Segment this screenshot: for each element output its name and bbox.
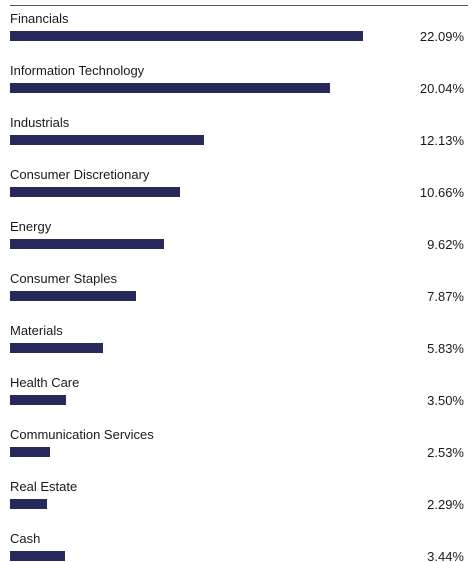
bar-row: Health Care 3.50% [10, 375, 464, 408]
category-label: Consumer Staples [10, 271, 117, 286]
category-label: Materials [10, 323, 63, 338]
bar [10, 447, 50, 457]
value-label: 9.62% [427, 237, 464, 252]
value-label: 7.87% [427, 289, 464, 304]
bar [10, 291, 136, 301]
bar [10, 343, 103, 353]
bar-row: Information Technology 20.04% [10, 63, 464, 96]
value-label: 2.53% [427, 445, 464, 460]
category-label: Information Technology [10, 63, 145, 78]
category-label: Industrials [10, 115, 70, 130]
bar-row: Energy 9.62% [10, 219, 464, 252]
bar [10, 83, 330, 93]
bar [10, 499, 47, 509]
value-label: 12.13% [420, 133, 465, 148]
value-label: 20.04% [420, 81, 465, 96]
bar [10, 187, 180, 197]
bar-row: Real Estate 2.29% [10, 479, 464, 512]
value-label: 10.66% [420, 185, 465, 200]
bar-row: Cash 3.44% [10, 531, 464, 562]
bar [10, 551, 65, 561]
bar-row: Consumer Staples 7.87% [10, 271, 464, 304]
category-label: Health Care [10, 375, 79, 390]
value-label: 3.50% [427, 393, 464, 408]
bar-row: Financials 22.09% [10, 11, 464, 44]
bar [10, 395, 66, 405]
value-label: 2.29% [427, 497, 464, 512]
category-label: Financials [10, 11, 69, 26]
category-label: Consumer Discretionary [10, 167, 150, 182]
bar [10, 135, 204, 145]
category-label: Energy [10, 219, 52, 234]
category-label: Communication Services [10, 427, 154, 442]
value-label: 3.44% [427, 549, 464, 562]
bar-row: Materials 5.83% [10, 323, 464, 356]
bar-row: Consumer Discretionary 10.66% [10, 167, 464, 200]
chart-rows: Financials 22.09% Information Technology 20… [10, 11, 464, 562]
bar-row: Communication Services 2.53% [10, 427, 464, 460]
category-label: Real Estate [10, 479, 77, 494]
value-label: 5.83% [427, 341, 464, 356]
bar-row: Industrials 12.13% [10, 115, 464, 148]
category-label: Cash [10, 531, 40, 546]
bar [10, 239, 164, 249]
bar [10, 31, 363, 41]
value-label: 22.09% [420, 29, 465, 44]
